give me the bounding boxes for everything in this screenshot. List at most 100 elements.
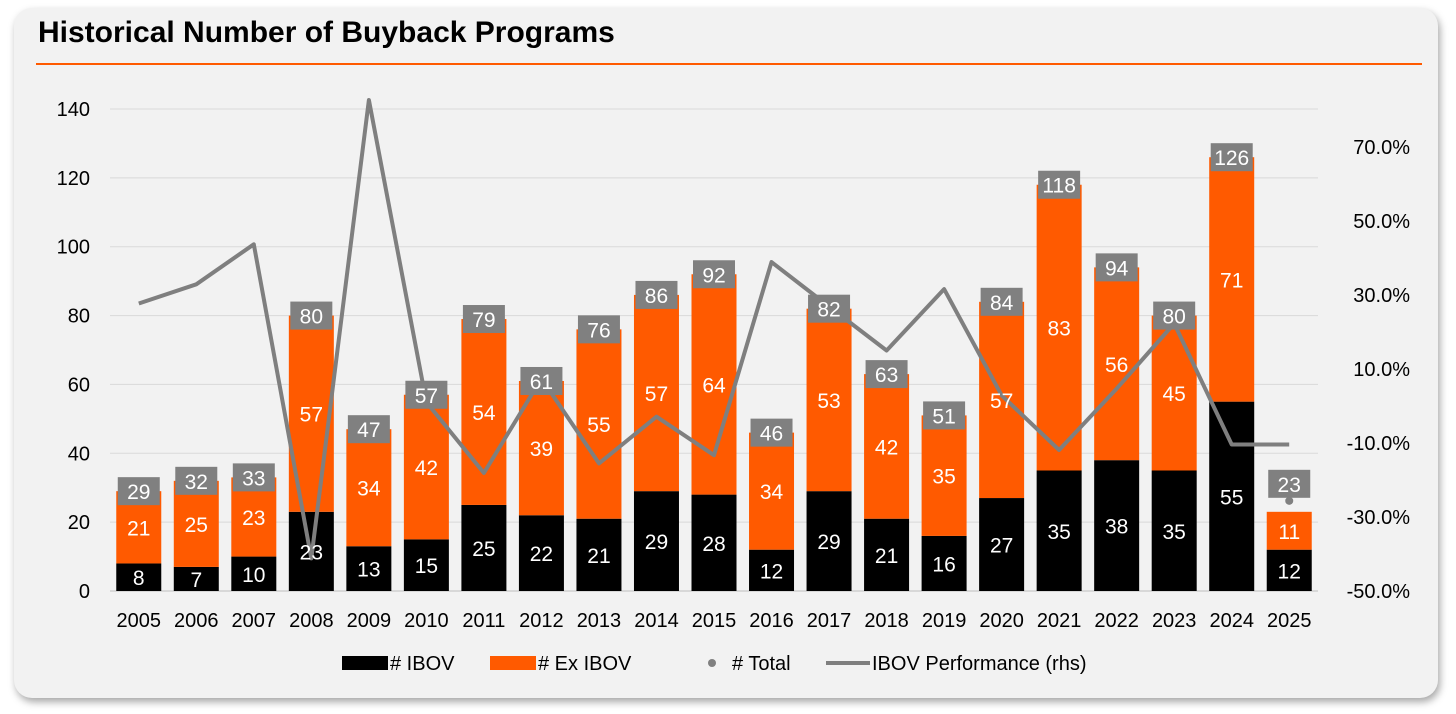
data-label-total: 32 [185,471,208,494]
bar-ibov [1094,460,1140,591]
x-tick-label: 2017 [807,610,852,632]
bar-ex-ibov [633,294,679,492]
data-label-ibov: 22 [530,543,553,566]
bar-ibov [749,549,795,591]
total-label-box [808,294,851,323]
y-axis-right: -50.0% -30.0% -10.0% 10.0% 30.0% 50.0% 70.0% [1347,137,1411,603]
total-label-box [1153,301,1196,330]
data-label-ex-ibov: 53 [817,390,840,413]
data-label-ibov: 28 [702,533,725,556]
bar-ex-ibov [864,374,910,519]
y-left-tick-label: 80 [68,306,90,328]
data-label-ex-ibov: 11 [1278,521,1300,544]
data-label-ex-ibov: 56 [1105,354,1128,377]
x-tick-label: 2016 [749,610,794,632]
y-right-tick-label: -50.0% [1347,581,1411,603]
legend: # IBOV # Ex IBOV # Total IBOV Performance (… [342,653,1087,675]
data-label-total: 92 [702,264,725,287]
x-tick-label: 2021 [1037,610,1082,632]
total-label-box [175,466,218,495]
data-label-total: 33 [242,467,265,490]
data-label-ex-ibov: 25 [185,514,208,537]
x-tick-label: 2005 [117,610,162,632]
data-label-total: 118 [1042,175,1075,198]
bar-ex-ibov [1209,157,1255,402]
total-label-box [750,418,793,447]
data-label-ex-ibov: 42 [875,436,898,459]
y-left-tick-label: 140 [57,99,90,121]
x-tick-label: 2006 [174,610,219,632]
data-label-ex-ibov: 64 [702,374,726,397]
data-label-ex-ibov: 57 [300,404,323,427]
y-right-tick-label: 70.0% [1353,137,1410,159]
x-tick-label: 2012 [519,610,564,632]
data-label-total: 80 [300,306,323,329]
bar-ibov [173,566,219,591]
data-label-ibov: 21 [587,545,610,568]
bar-ibov [231,556,277,591]
data-label-ibov: 55 [1220,486,1243,509]
data-label-total: 47 [357,419,380,442]
bar-ibov [461,504,507,591]
data-label-total: 76 [587,319,610,342]
x-tick-label: 2010 [404,610,449,632]
y-axis-left: 0 20 40 60 80 100 120 140 [57,99,90,603]
total-label-box [693,260,735,289]
data-label-total: 57 [415,385,438,408]
bar-ex-ibov [979,301,1025,499]
data-label-total: 61 [530,371,553,394]
total-label-box [405,380,448,409]
data-label-ibov: 27 [990,535,1013,558]
x-tick-label: 2025 [1267,610,1312,632]
bar-ex-ibov [173,480,219,567]
total-label-box [290,301,333,330]
data-label-ex-ibov: 21 [127,517,150,540]
data-label-ex-ibov: 42 [415,457,438,480]
data-label-ibov: 29 [817,531,840,554]
data-label-ibov: 23 [300,541,323,564]
total-label-box [1095,253,1138,282]
total-label-box [520,366,563,395]
legend-label-performance: IBOV Performance (rhs) [872,653,1087,675]
bar-ibov [921,535,967,591]
x-tick-label: 2013 [577,610,622,632]
data-label-total: 51 [932,405,955,428]
bars-layer [116,157,1312,591]
data-label-ibov: 21 [875,545,898,568]
data-label-ibov: 16 [932,553,955,576]
title-divider [36,63,1422,65]
data-label-ex-ibov: 71 [1220,269,1243,292]
bar-ex-ibov [749,432,795,550]
legend-label-ibov: # IBOV [390,653,455,675]
y-right-tick-label: 30.0% [1353,285,1410,307]
bar-ex-ibov [576,329,622,519]
data-label-ibov: 12 [1278,560,1301,583]
y-left-tick-label: 60 [68,374,90,396]
data-label-ex-ibov: 45 [1163,383,1186,406]
bar-ibov [1209,401,1255,591]
y-left-tick-label: 40 [68,443,90,465]
legend-swatch-ex-ibov [490,656,536,670]
total-label-box [980,287,1023,316]
data-labels-layer: 8 21 29 7 25 32 10 23 33 23 57 80 13 34 47 15 42 57 25 54 79… [117,143,1311,592]
x-tick-label: 2009 [347,610,392,632]
data-label-ex-ibov: 39 [530,438,553,461]
total-label-box [923,401,966,430]
data-label-ibov: 13 [357,559,380,582]
data-label-ex-ibov: 83 [1047,318,1070,341]
chart-title: Historical Number of Buyback Programs [38,16,615,49]
y-left-tick-label: 20 [68,512,90,534]
total-label-box [117,477,160,506]
data-label-ex-ibov: 55 [587,414,610,437]
data-label-ibov: 38 [1105,516,1128,539]
bar-ibov [1151,470,1197,591]
legend-label-ex-ibov: # Ex IBOV [538,653,632,675]
y-right-tick-label: 10.0% [1353,359,1410,381]
data-label-ibov: 8 [133,567,145,590]
x-tick-label: 2022 [1094,610,1139,632]
data-label-ex-ibov: 35 [932,466,955,489]
total-label-box [635,280,678,309]
data-label-total: 84 [990,292,1014,315]
data-label-total: 86 [645,285,668,308]
